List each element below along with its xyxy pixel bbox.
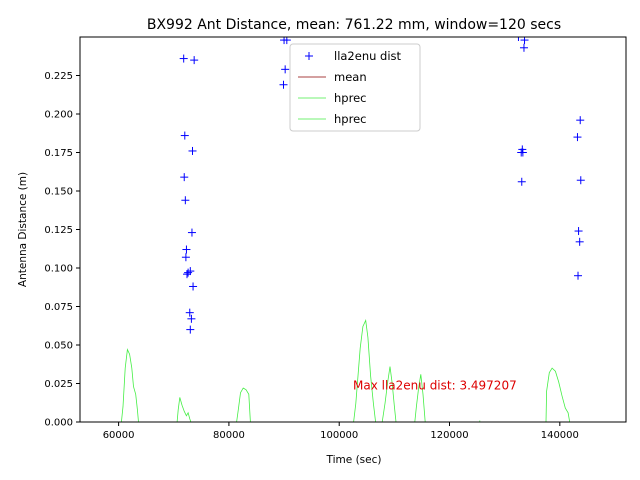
lla2enu-dist-marker: [575, 237, 584, 246]
y-axis: 0.000 0.025 0.050 0.075 0.100 0.125 0.150 0.175…: [44, 71, 80, 429]
chart-title: BX992 Ant Distance, mean: 761.22 mm, win…: [147, 17, 561, 33]
y-tick-label: 0.100: [44, 264, 73, 275]
lla2enu-dist-marker: [574, 271, 583, 280]
hprec-line-segment: [121, 348, 139, 422]
hprec-line-segment: [545, 367, 571, 422]
lla2enu-dist-marker: [281, 65, 290, 74]
legend-label: mean: [334, 70, 367, 84]
lla2enu-dist-marker: [518, 148, 527, 157]
legend-label: lla2enu dist: [334, 49, 402, 63]
lla2enu-dist-marker: [181, 196, 190, 205]
x-tick-label: 120000: [430, 430, 468, 441]
legend: lla2enu dist mean hprec hprec: [289, 43, 421, 132]
x-tick-label: 80000: [213, 430, 245, 441]
lla2enu-dist-marker: [576, 176, 585, 185]
lla2enu-dist-marker: [185, 308, 194, 317]
y-axis-label: Antenna Distance (m): [17, 172, 29, 287]
plot-area: [121, 37, 585, 422]
x-tick-label: 100000: [320, 430, 358, 441]
legend-label: hprec: [334, 91, 366, 105]
y-tick-label: 0.025: [44, 379, 73, 390]
y-tick-label: 0.125: [44, 225, 73, 236]
lla2enu-dist-marker: [180, 131, 189, 140]
lla2enu-dist-marker: [179, 54, 188, 63]
legend-entry: hprec: [298, 112, 366, 126]
lla2enu-dist-marker: [182, 270, 191, 279]
hprec-line-segment: [414, 374, 426, 422]
hprec-line-segment: [353, 318, 376, 422]
lla2enu-dist-marker: [514, 37, 523, 41]
y-tick-label: 0.050: [44, 341, 73, 352]
x-tick-label: 60000: [103, 430, 135, 441]
legend-entry: mean: [298, 70, 367, 84]
y-tick-label: 0.000: [44, 418, 73, 429]
y-tick-label: 0.225: [44, 71, 73, 82]
x-axis-label: Time (sec): [326, 454, 382, 466]
lla2enu-dist-marker: [187, 228, 196, 237]
lla2enu-dist-marker: [181, 253, 190, 262]
lla2enu-dist-marker: [187, 314, 196, 323]
y-tick-label: 0.150: [44, 187, 73, 198]
lla2enu-dist-marker: [184, 268, 193, 277]
hprec-line-segment: [176, 397, 192, 422]
annotations: Max lla2enu dist: 3.497207: [353, 379, 517, 393]
lla2enu-dist-marker: [188, 146, 197, 155]
lla2enu-dist-marker: [186, 325, 195, 334]
y-tick-label: 0.075: [44, 302, 73, 313]
lla2enu-dist-marker: [519, 43, 528, 52]
y-tick-label: 0.175: [44, 148, 73, 159]
lla2enu-dist-marker: [517, 177, 526, 186]
x-axis: 60000 80000 100000 120000 140000: [103, 422, 579, 441]
hprec-line-segment: [381, 366, 397, 422]
lla2enu-dist-marker: [182, 245, 191, 254]
max-dist-annotation: Max lla2enu dist: 3.497207: [353, 379, 517, 393]
lla2enu-dist-marker: [190, 56, 199, 65]
hprec-line-segment: [236, 387, 251, 422]
x-tick-label: 140000: [541, 430, 579, 441]
legend-label: hprec: [334, 112, 366, 126]
legend-entry: lla2enu dist: [305, 49, 402, 63]
lla2enu-dist-marker: [576, 116, 585, 125]
legend-box: [289, 43, 421, 132]
lla2enu-dist-marker: [180, 173, 189, 182]
lla2enu-dist-marker: [189, 282, 198, 291]
lla2enu-dist-marker: [573, 133, 582, 142]
legend-entry: hprec: [298, 91, 366, 105]
lla2enu-dist-marker: [574, 227, 583, 236]
y-tick-label: 0.200: [44, 110, 73, 121]
lla2enu-dist-marker: [279, 80, 288, 89]
